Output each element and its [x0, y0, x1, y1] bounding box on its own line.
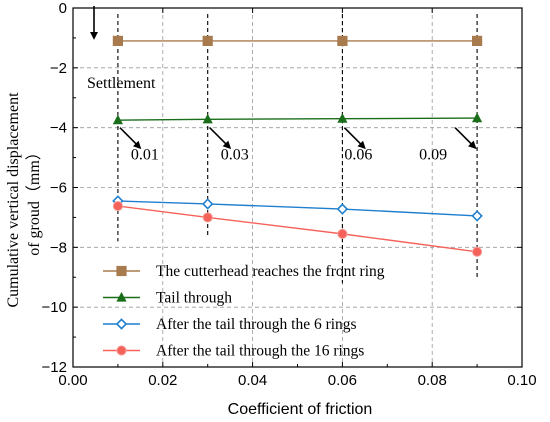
x-tick-label: 0.06: [328, 372, 357, 389]
data-point: [115, 318, 128, 330]
data-point: [202, 35, 213, 47]
series-line: [117, 205, 478, 253]
x-tick-label: 0.04: [238, 372, 267, 389]
series-4: [112, 200, 483, 257]
data-point: [112, 114, 123, 125]
y-tick-label: −8: [50, 239, 67, 256]
data-point: [472, 246, 483, 257]
grid: [73, 8, 522, 367]
y-tick-label: −10: [42, 299, 67, 316]
data-point: [337, 228, 348, 239]
data-point: [471, 210, 483, 222]
friction-label: 0.06: [344, 147, 372, 164]
friction-label: 0.01: [131, 147, 159, 164]
y-tick-label: −12: [42, 359, 67, 376]
data-point: [336, 203, 349, 215]
series-2: [112, 112, 483, 125]
data-point: [472, 112, 483, 123]
friction-label: 0.09: [419, 147, 447, 164]
series-1: [112, 35, 483, 47]
x-tick-label: 0.08: [418, 372, 447, 389]
data-point: [202, 212, 213, 223]
legend-item-3: After the tail through the 6 rings: [103, 316, 357, 333]
settlement-label: Settlement: [87, 75, 156, 92]
legend-label: After the tail through the 16 rings: [156, 343, 364, 360]
data-point: [116, 265, 127, 277]
data-point: [116, 291, 127, 302]
legend-label: Tail through: [156, 290, 232, 307]
axes: 0.00 0.02 0.04 0.06 0.08 0.10 0 −2 −4 −6 −8 −10 −12: [42, 0, 537, 389]
data-point: [337, 113, 348, 123]
data-point: [112, 35, 124, 47]
x-tick-label: 0.10: [507, 372, 536, 389]
series-3: [112, 195, 483, 222]
y-axis-title-line2: of groud（mm）: [25, 144, 43, 256]
x-tick-label: 0.00: [58, 372, 87, 389]
friction-arrow: [454, 127, 477, 150]
data-point: [201, 198, 214, 210]
legend-item-2: Tail through: [103, 290, 232, 307]
legend-item-1: The cutterhead reaches the front ring: [103, 263, 385, 280]
x-tick-label: 0.02: [148, 372, 177, 389]
data-point: [472, 35, 483, 47]
annotations: 0.01 0.03 0.06 0.09: [90, 6, 477, 164]
legend-label: The cutterhead reaches the front ring: [156, 263, 385, 280]
y-tick-label: 0: [59, 0, 67, 17]
friction-arrow: [209, 127, 232, 150]
friction-arrow: [119, 127, 142, 150]
y-tick-label: −2: [50, 60, 67, 77]
y-axis-title-line1: Cumulative vertical displacement: [5, 92, 22, 308]
legend: The cutterhead reaches the front ring Tai…: [103, 263, 385, 360]
series-line: [117, 200, 478, 217]
x-axis-title: Coefficient of friction: [228, 401, 373, 418]
series-layer: [112, 35, 483, 257]
friction-arrow: [343, 127, 366, 150]
y-tick-label: −4: [50, 120, 67, 137]
data-point: [337, 35, 348, 47]
data-point: [112, 200, 124, 212]
data-point: [116, 345, 127, 356]
friction-label: 0.03: [221, 147, 249, 164]
data-point: [202, 113, 213, 124]
series-line: [117, 117, 478, 121]
y-tick-label: −6: [50, 180, 67, 197]
legend-label: After the tail through the 6 rings: [156, 316, 357, 333]
legend-item-4: After the tail through the 16 rings: [103, 343, 364, 360]
